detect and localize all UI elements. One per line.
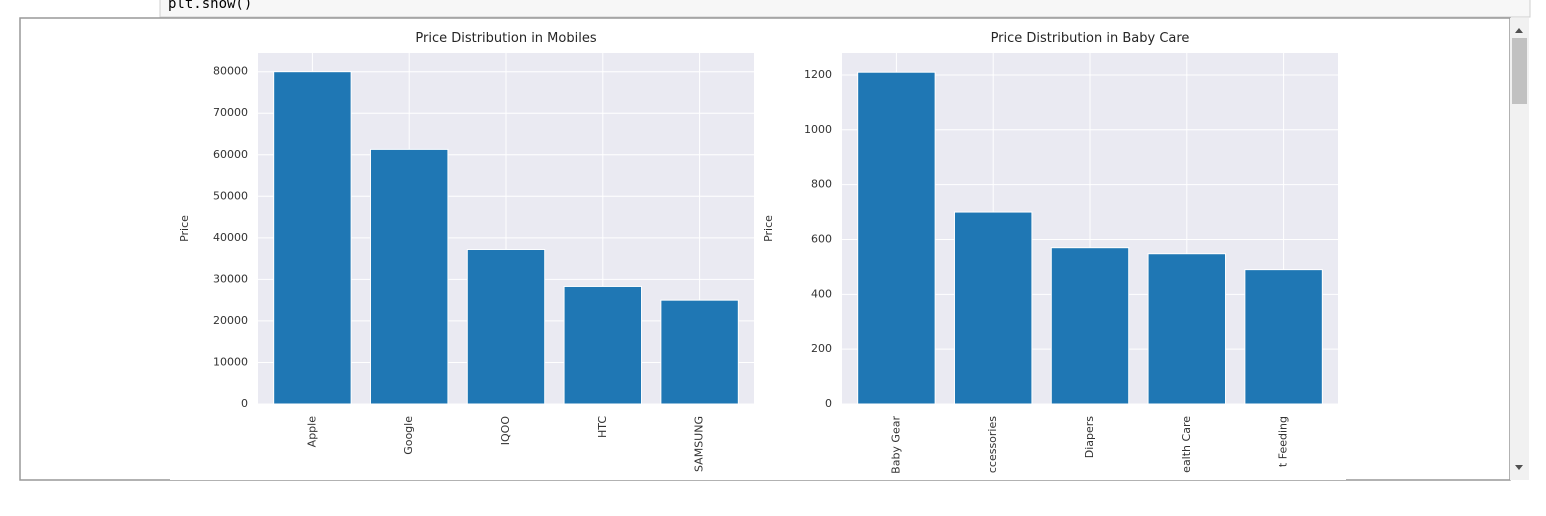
bar xyxy=(660,299,739,405)
x-tick-label: t Feeding xyxy=(1277,416,1290,467)
y-tick-label: 20000 xyxy=(213,314,248,327)
scroll-down[interactable] xyxy=(1515,465,1523,470)
bar xyxy=(857,71,936,405)
x-tick-label: ealth Care xyxy=(1180,416,1193,473)
x-tick-label: HTC xyxy=(596,416,609,438)
x-tick-label: IQOO xyxy=(499,416,512,446)
code-cell xyxy=(159,0,1531,18)
y-tick-label: 400 xyxy=(811,287,832,300)
y-tick-label: 800 xyxy=(811,178,832,191)
y-tick-label: 0 xyxy=(241,397,248,410)
chart-title: Price Distribution in Baby Care xyxy=(991,31,1190,46)
y-tick-label: 50000 xyxy=(213,189,248,202)
bar xyxy=(1050,247,1130,405)
bar xyxy=(1147,253,1227,405)
x-tick-label: Baby Gear xyxy=(889,416,902,474)
x-tick-label: Diapers xyxy=(1083,416,1096,459)
chart-title: Price Distribution in Mobiles xyxy=(415,31,596,46)
y-tick-label: 0 xyxy=(825,397,832,410)
code-text: plt.show() xyxy=(168,0,252,12)
y-axis-label: Price xyxy=(178,215,191,242)
bar xyxy=(1244,269,1323,405)
scroll-thumb[interactable] xyxy=(1512,38,1527,104)
y-tick-label: 60000 xyxy=(213,148,248,161)
x-tick-label: Google xyxy=(402,416,415,455)
x-tick-label: Apple xyxy=(305,416,318,448)
bar xyxy=(369,148,449,405)
x-tick-label: ccessories xyxy=(986,416,999,473)
y-tick-label: 40000 xyxy=(213,231,248,244)
scroll-up[interactable] xyxy=(1515,28,1523,33)
y-tick-label: 10000 xyxy=(213,355,248,368)
y-tick-label: 80000 xyxy=(213,65,248,78)
y-tick-label: 1200 xyxy=(804,68,832,81)
y-tick-label: 70000 xyxy=(213,106,248,119)
y-tick-label: 30000 xyxy=(213,272,248,285)
y-tick-label: 1000 xyxy=(804,123,832,136)
y-axis-label: Price xyxy=(762,215,775,242)
y-tick-label: 600 xyxy=(811,232,832,245)
bar xyxy=(466,248,546,405)
bar xyxy=(563,285,643,405)
y-tick-label: 200 xyxy=(811,342,832,355)
scrollbar[interactable] xyxy=(1510,18,1529,480)
x-tick-label: SAMSUNG xyxy=(693,416,706,472)
bar xyxy=(273,71,352,405)
bar xyxy=(953,211,1033,405)
